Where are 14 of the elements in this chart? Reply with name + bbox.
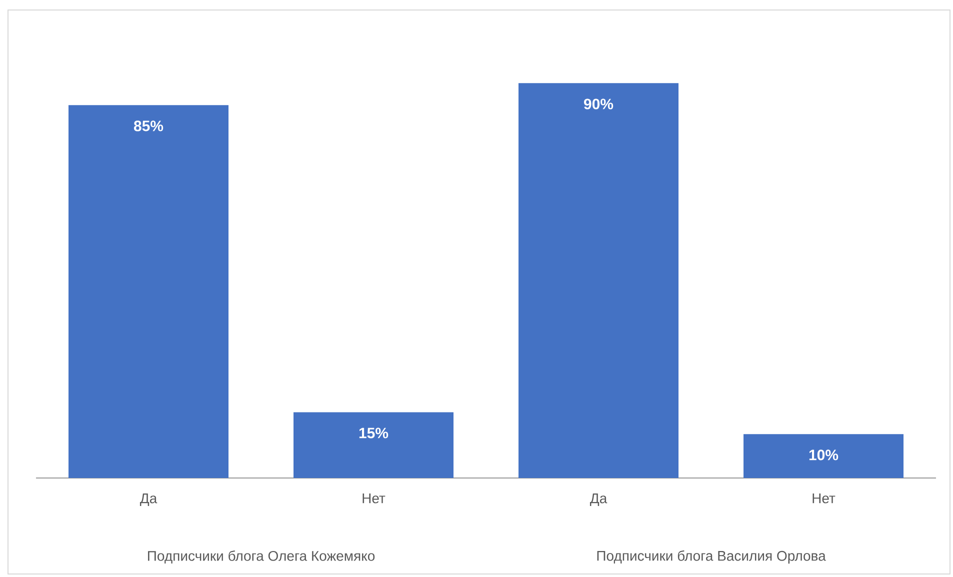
data-label: 85% xyxy=(134,120,164,132)
data-label: 90% xyxy=(584,98,614,110)
x-tick-label: Нет xyxy=(362,494,386,504)
data-label: 15% xyxy=(359,428,388,438)
text: Подписчики блога Василия Орлова xyxy=(597,550,826,564)
bar xyxy=(518,83,679,478)
bar xyxy=(744,434,904,478)
data-label: 10% xyxy=(809,450,838,460)
bar xyxy=(294,412,454,478)
x-tick-label: Да xyxy=(590,494,608,506)
bar xyxy=(68,105,228,478)
text: Подписчики блога Олега Кожемяко xyxy=(148,550,375,564)
x-tick-label: Да xyxy=(140,494,158,506)
x-tick-label: Нет xyxy=(812,494,836,504)
